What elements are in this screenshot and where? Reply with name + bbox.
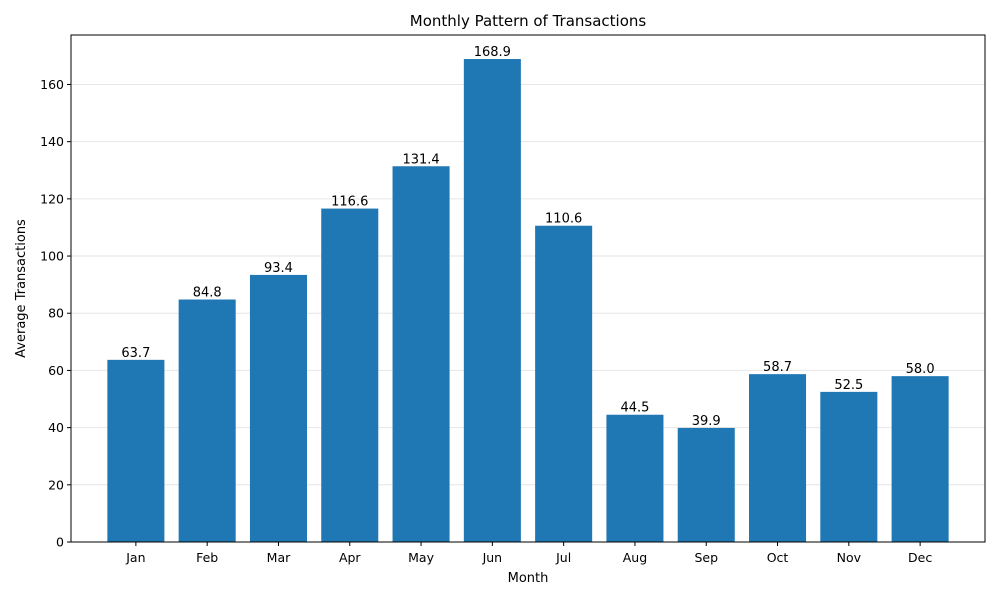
x-tick-label-may: May xyxy=(408,550,434,565)
y-tick-label: 80 xyxy=(48,306,64,321)
chart-title: Monthly Pattern of Transactions xyxy=(410,12,647,30)
data-label-oct: 58.7 xyxy=(763,360,792,375)
x-tick-label-dec: Dec xyxy=(908,550,932,565)
x-axis-ticks: Jan Feb Mar Apr May Jun Jul Aug Sep Oct Nov Dec xyxy=(125,542,932,565)
y-tick-label: 160 xyxy=(40,77,64,92)
bar-mar xyxy=(249,274,307,542)
x-tick-label-mar: Mar xyxy=(267,550,291,565)
data-label-nov: 52.5 xyxy=(834,378,863,393)
x-tick-label-jun: Jun xyxy=(482,550,503,565)
bar-nov xyxy=(820,391,878,542)
data-label-aug: 44.5 xyxy=(620,401,649,416)
data-label-dec: 58.0 xyxy=(906,362,935,377)
y-tick-label: 40 xyxy=(48,420,64,435)
data-labels: 63.7 84.8 93.4 116.6 131.4 168.9 110.6 44.5 39.9… xyxy=(121,45,934,429)
data-label-apr: 116.6 xyxy=(331,195,368,210)
y-axis-ticks: 0 20 40 60 80 100 120 140 160 xyxy=(40,77,71,550)
x-tick-label-oct: Oct xyxy=(767,550,789,565)
data-label-mar: 93.4 xyxy=(264,261,293,276)
plot-frame xyxy=(70,34,986,543)
bar-feb xyxy=(178,299,236,542)
data-label-sep: 39.9 xyxy=(692,414,721,429)
data-label-jan: 63.7 xyxy=(121,346,150,361)
bar-apr xyxy=(321,208,379,542)
bars xyxy=(107,59,949,543)
bar-dec xyxy=(891,376,949,542)
y-tick-label: 60 xyxy=(48,363,64,378)
data-label-may: 131.4 xyxy=(402,152,439,167)
x-axis-label: Month xyxy=(508,571,549,586)
y-tick-label: 20 xyxy=(48,477,64,492)
bar-sep xyxy=(677,427,735,542)
bar-aug xyxy=(606,414,664,542)
y-tick-label: 140 xyxy=(40,134,64,149)
x-tick-label-aug: Aug xyxy=(623,550,647,565)
x-tick-label-jul: Jul xyxy=(555,550,571,565)
x-tick-label-jan: Jan xyxy=(125,550,145,565)
y-axis-label: Average Transactions xyxy=(14,219,29,358)
x-tick-label-feb: Feb xyxy=(196,550,218,565)
x-tick-label-sep: Sep xyxy=(694,550,718,565)
data-label-jul: 110.6 xyxy=(545,212,582,227)
y-tick-label: 120 xyxy=(40,191,64,206)
bar-oct xyxy=(749,374,807,542)
bar-jan xyxy=(107,359,165,542)
data-label-jun: 168.9 xyxy=(474,45,511,60)
bar-jul xyxy=(535,225,593,542)
data-label-feb: 84.8 xyxy=(193,286,222,301)
y-tick-label: 0 xyxy=(56,535,64,550)
x-tick-label-nov: Nov xyxy=(837,550,862,565)
bar-jun xyxy=(463,59,521,543)
x-tick-label-apr: Apr xyxy=(339,550,361,565)
bar-may xyxy=(392,166,450,542)
y-tick-label: 100 xyxy=(40,249,64,264)
